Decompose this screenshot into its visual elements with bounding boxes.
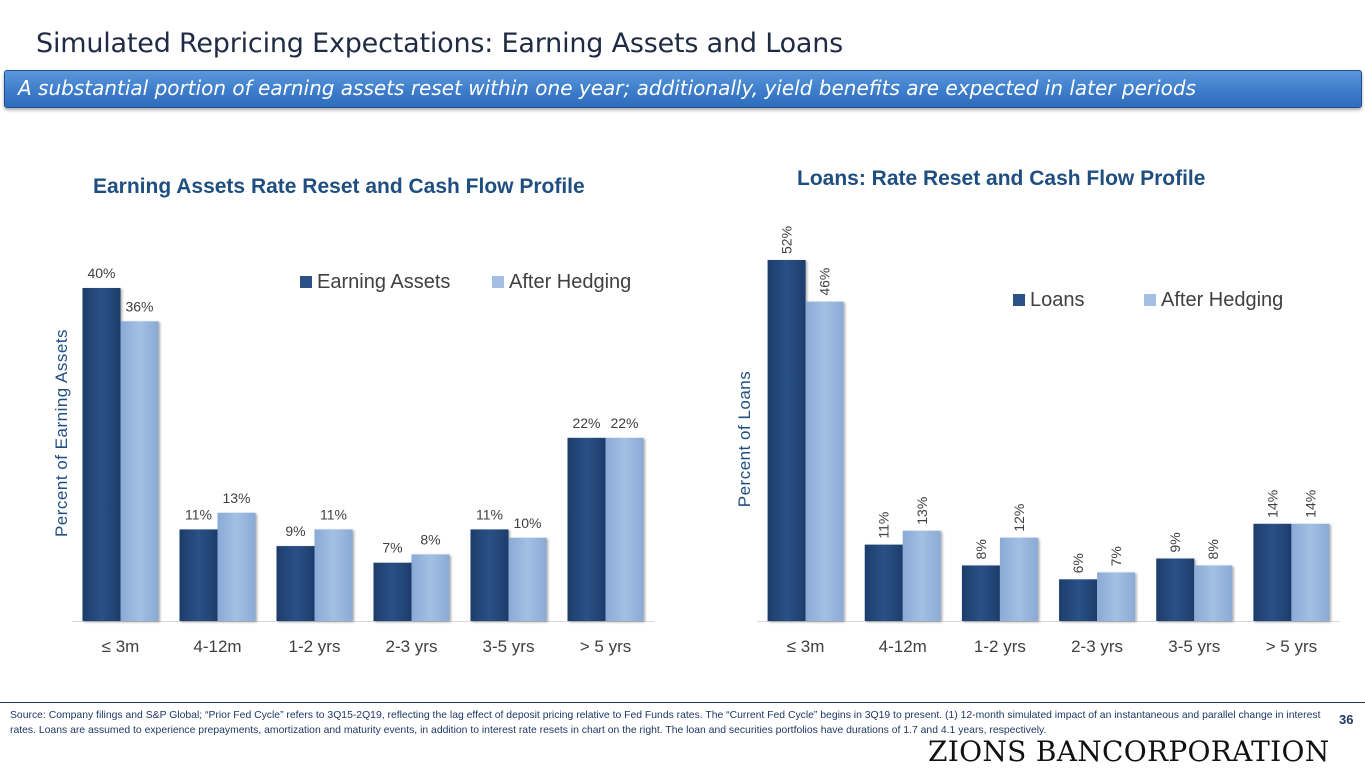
page-number: 36 (1339, 712, 1354, 727)
x-tick-label-5: > 5 yrs (1266, 637, 1318, 656)
legend-swatch-0 (300, 276, 312, 288)
data-label-primary-5: 22% (572, 415, 600, 431)
company-logo: ZIONS BANCORPORATION (928, 735, 1330, 768)
footer-divider (0, 702, 1365, 703)
y-axis-title: Percent of Earning Assets (52, 329, 71, 537)
bar-primary-3 (373, 562, 412, 621)
data-label-hedged-3: 8% (420, 531, 440, 547)
bar-primary-0 (767, 260, 806, 621)
data-label-hedged-5: 22% (610, 415, 638, 431)
banner-text: A substantial portion of earning assets … (18, 76, 1197, 100)
legend-swatch-1 (492, 276, 504, 288)
data-label-primary-4: 9% (1167, 532, 1183, 552)
bar-hedged-5 (605, 437, 644, 621)
bar-hedged-0 (805, 301, 844, 621)
legend-label-1: After Hedging (1161, 289, 1283, 311)
data-label-hedged-0: 46% (817, 268, 833, 296)
x-tick-label-3: 2-3 yrs (386, 637, 438, 656)
bar-hedged-0 (120, 321, 159, 621)
bar-hedged-1 (902, 530, 941, 621)
bar-hedged-4 (508, 537, 547, 621)
x-tick-label-5: > 5 yrs (580, 637, 632, 656)
bar-hedged-5 (1291, 523, 1330, 621)
data-label-primary-4: 11% (476, 506, 503, 522)
chart-title-loans: Loans: Rate Reset and Cash Flow Profile (797, 167, 1206, 190)
bar-primary-5 (1253, 523, 1292, 621)
legend-swatch-1 (1144, 294, 1156, 306)
bar-primary-1 (179, 529, 218, 621)
data-label-hedged-4: 8% (1205, 539, 1221, 559)
data-label-primary-1: 11% (185, 506, 212, 522)
data-label-primary-3: 6% (1070, 553, 1086, 573)
loans-chart: 52% 46% ≤ 3m 11% 13% 4-12m 8% 12% 1-2 yrs 6% 7% 2-3… (735, 226, 1340, 656)
bar-primary-4 (470, 529, 509, 621)
data-label-hedged-2: 11% (320, 506, 347, 522)
x-tick-label-1: 4-12m (193, 637, 241, 656)
chart-title-earning-assets: Earning Assets Rate Reset and Cash Flow … (93, 175, 585, 198)
x-tick-label-0: ≤ 3m (787, 637, 825, 656)
data-label-primary-5: 14% (1264, 490, 1280, 518)
bar-hedged-2 (314, 529, 353, 621)
legend-swatch-0 (1013, 294, 1025, 306)
data-label-hedged-3: 7% (1108, 546, 1124, 566)
legend-label-1: After Hedging (509, 271, 631, 293)
bar-primary-5 (567, 437, 606, 621)
data-label-hedged-5: 14% (1302, 490, 1318, 518)
legend-label-0: Earning Assets (317, 271, 450, 293)
data-label-hedged-0: 36% (125, 298, 153, 314)
bar-primary-4 (1156, 558, 1195, 621)
data-label-hedged-2: 12% (1011, 504, 1027, 532)
data-label-primary-2: 9% (285, 523, 305, 539)
data-label-primary-0: 40% (87, 265, 115, 281)
x-tick-label-1: 4-12m (879, 637, 927, 656)
data-label-hedged-1: 13% (222, 490, 250, 506)
bar-hedged-3 (1097, 572, 1136, 621)
bar-primary-0 (82, 288, 121, 621)
bar-hedged-2 (999, 537, 1038, 621)
y-axis-title: Percent of Loans (735, 371, 754, 508)
bar-hedged-3 (411, 554, 450, 621)
legend-label-0: Loans (1030, 289, 1085, 311)
page-title: Simulated Repricing Expectations: Earnin… (36, 28, 844, 59)
x-tick-label-2: 1-2 yrs (974, 637, 1026, 656)
data-label-hedged-1: 13% (914, 497, 930, 525)
x-tick-label-3: 2-3 yrs (1071, 637, 1123, 656)
data-label-hedged-4: 10% (513, 515, 541, 531)
x-tick-label-4: 3-5 yrs (1168, 637, 1220, 656)
data-label-primary-2: 8% (973, 539, 989, 559)
subtitle-banner: A substantial portion of earning assets … (4, 70, 1362, 108)
bar-primary-2 (276, 546, 315, 621)
source-footnote: Source: Company filings and S&P Global; … (10, 710, 1321, 736)
data-label-primary-0: 52% (779, 226, 795, 254)
bar-hedged-1 (217, 512, 256, 621)
bar-primary-3 (1059, 579, 1098, 621)
bar-primary-1 (864, 544, 903, 621)
data-label-primary-3: 7% (382, 540, 402, 556)
x-tick-label-4: 3-5 yrs (483, 637, 535, 656)
bar-primary-2 (961, 565, 1000, 621)
bar-hedged-4 (1194, 565, 1233, 621)
earning-assets-chart: 40% 36% ≤ 3m 11% 13% 4-12m 9% 11% 1-2 yrs 7% 8% 2-3… (52, 265, 654, 656)
data-label-primary-1: 11% (876, 512, 892, 539)
x-tick-label-0: ≤ 3m (102, 637, 140, 656)
x-tick-label-2: 1-2 yrs (289, 637, 341, 656)
